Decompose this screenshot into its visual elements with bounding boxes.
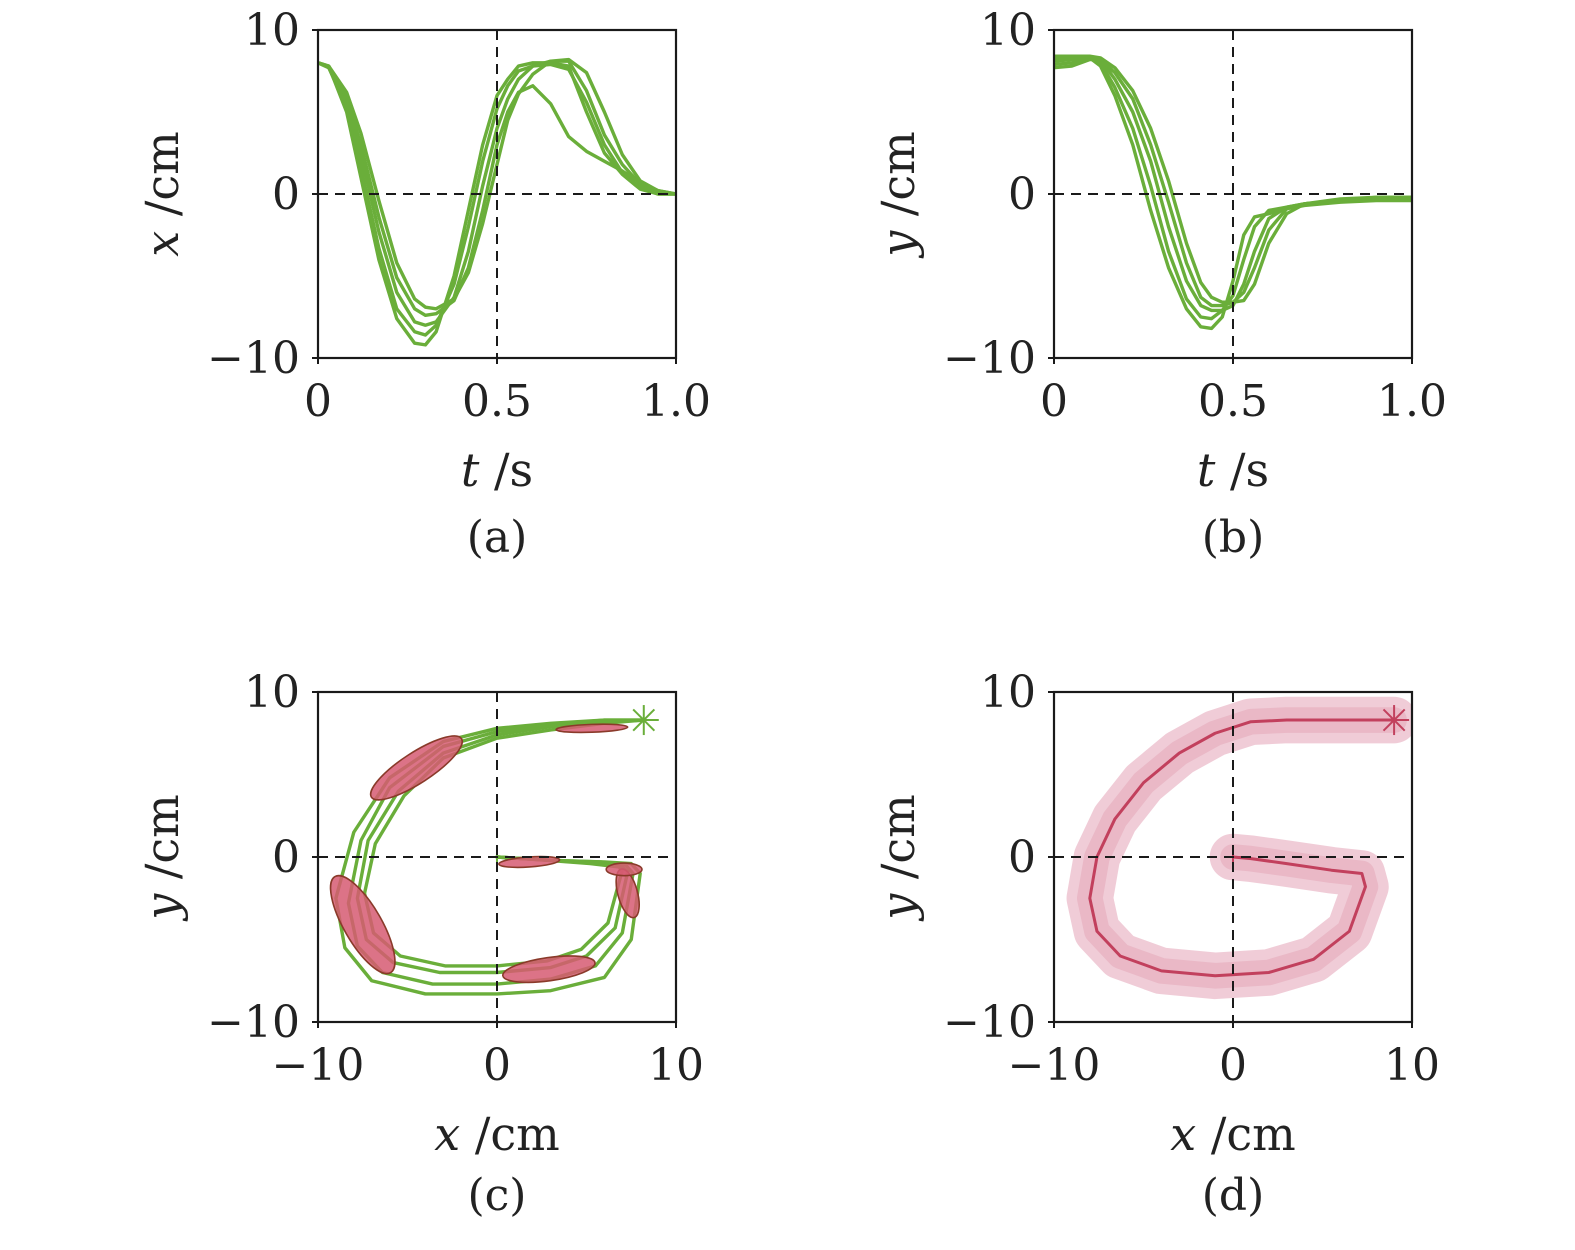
x-axis-label: t /s [461, 443, 533, 497]
y-tick-label: 0 [1008, 169, 1036, 220]
y-tick-label: 10 [244, 5, 300, 56]
demonstration-line-5 [1054, 54, 1412, 304]
start-marker [628, 705, 659, 736]
panel-d: −10 0 10 −10 0 10 x /cm y /cm (d) [871, 667, 1440, 1221]
x-tick-label: 0 [304, 376, 332, 427]
x-tick-label: 0.5 [462, 376, 532, 427]
gaussian-ellipse-6 [605, 862, 643, 877]
y-tick-label: 10 [244, 667, 300, 718]
demonstration-line-3 [355, 718, 646, 975]
gaussian-ellipse-4 [501, 955, 596, 984]
y-tick-label: 10 [980, 667, 1036, 718]
y-axis-label: x /cm [135, 131, 189, 256]
y-axis-label: y /cm [871, 794, 925, 922]
demonstration-line-2 [318, 61, 676, 337]
panel-caption: (b) [1202, 512, 1265, 563]
panel-caption: (a) [467, 512, 528, 563]
y-tick-label: 10 [980, 5, 1036, 56]
y-tick-label: 0 [1008, 832, 1036, 883]
gaussian-ellipse-2 [369, 735, 464, 801]
demonstration-line-1 [318, 61, 676, 347]
y-axis-label: y /cm [135, 794, 189, 922]
x-tick-label: −10 [1008, 1040, 1101, 1091]
panel-caption: (d) [1202, 1170, 1265, 1221]
mean-trajectory [1088, 718, 1395, 978]
start-marker [1379, 705, 1410, 736]
plot-area-b [1054, 54, 1412, 331]
y-axis-label: y /cm [871, 131, 925, 259]
y-tick-label: 0 [272, 169, 300, 220]
x-tick-label: 1.0 [641, 376, 711, 427]
plot-area-d [1066, 696, 1412, 1000]
demonstration-line-4 [318, 61, 676, 318]
x-tick-label: −10 [272, 1040, 365, 1091]
y-tick-label: −10 [943, 333, 1036, 384]
plot-area-c [329, 718, 646, 996]
x-tick-label: 10 [648, 1040, 704, 1091]
gaussian-ellipse-1 [555, 723, 629, 734]
panel-c: −10 0 10 −10 0 10 x /cm y /cm (c) [135, 667, 704, 1221]
x-axis-label: t /s [1197, 443, 1269, 497]
x-tick-label: 10 [1384, 1040, 1440, 1091]
y-tick-label: −10 [207, 333, 300, 384]
x-tick-label: 0 [483, 1040, 511, 1091]
x-axis-label: x /cm [434, 1107, 559, 1161]
x-axis-label: x /cm [1170, 1107, 1295, 1161]
x-tick-label: 0 [1219, 1040, 1247, 1091]
y-tick-label: 0 [272, 832, 300, 883]
panel-caption: (c) [468, 1170, 527, 1221]
x-tick-label: 1.0 [1377, 376, 1447, 427]
y-tick-label: −10 [207, 997, 300, 1048]
gaussian-ellipse-3 [329, 874, 396, 975]
x-tick-label: 0 [1040, 376, 1068, 427]
demonstration-line-3 [318, 59, 676, 327]
y-tick-label: −10 [943, 997, 1036, 1048]
x-tick-label: 0.5 [1198, 376, 1268, 427]
